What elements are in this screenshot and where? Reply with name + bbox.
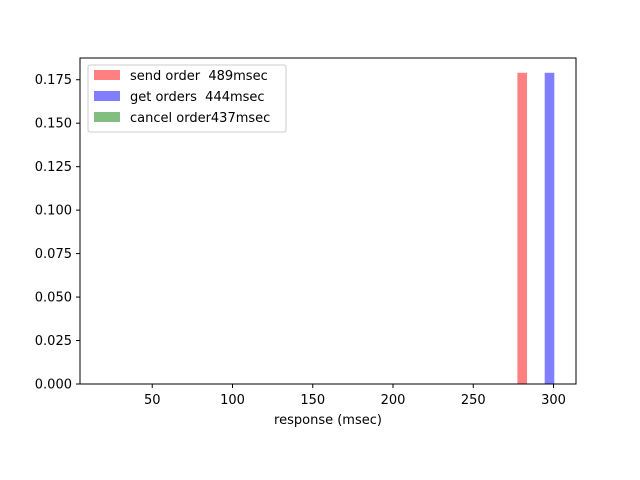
legend-swatch (94, 70, 120, 80)
legend-box (87, 64, 287, 133)
x-axis-ticks: 50 100 150 200 250 300 (144, 384, 566, 408)
x-tick-label: 100 (220, 393, 245, 408)
y-tick-label: 0.000 (35, 378, 72, 393)
legend-entry-label: cancel order437msec (130, 111, 270, 126)
x-tick-label: 300 (541, 393, 566, 408)
legend-swatch (94, 112, 120, 122)
x-tick-label: 200 (381, 393, 406, 408)
legend-entry-label: send order 489msec (130, 69, 268, 84)
x-tick-label: 250 (461, 393, 486, 408)
y-tick-label: 0.050 (35, 291, 72, 306)
y-tick-label: 0.075 (35, 247, 72, 262)
x-tick-label: 150 (300, 393, 325, 408)
x-tick-label: 50 (144, 393, 161, 408)
legend-entry-label: get orders 444msec (130, 90, 265, 105)
y-axis-ticks: 0.000 0.025 0.050 0.075 0.100 0.125 0.150 0.175 (35, 73, 80, 393)
legend: send order 489msec get orders 444msec canc… (87, 64, 287, 133)
legend-swatch (94, 91, 120, 101)
x-axis-label: response (msec) (274, 413, 382, 428)
y-tick-label: 0.150 (35, 117, 72, 132)
bar-series-1 (544, 72, 555, 385)
y-tick-label: 0.025 (35, 334, 72, 349)
bar-series-0 (517, 72, 528, 385)
y-tick-label: 0.125 (35, 160, 72, 175)
plot-frame (79, 57, 577, 385)
bars-group (517, 72, 555, 385)
y-tick-label: 0.100 (35, 204, 72, 219)
y-tick-label: 0.175 (35, 73, 72, 88)
